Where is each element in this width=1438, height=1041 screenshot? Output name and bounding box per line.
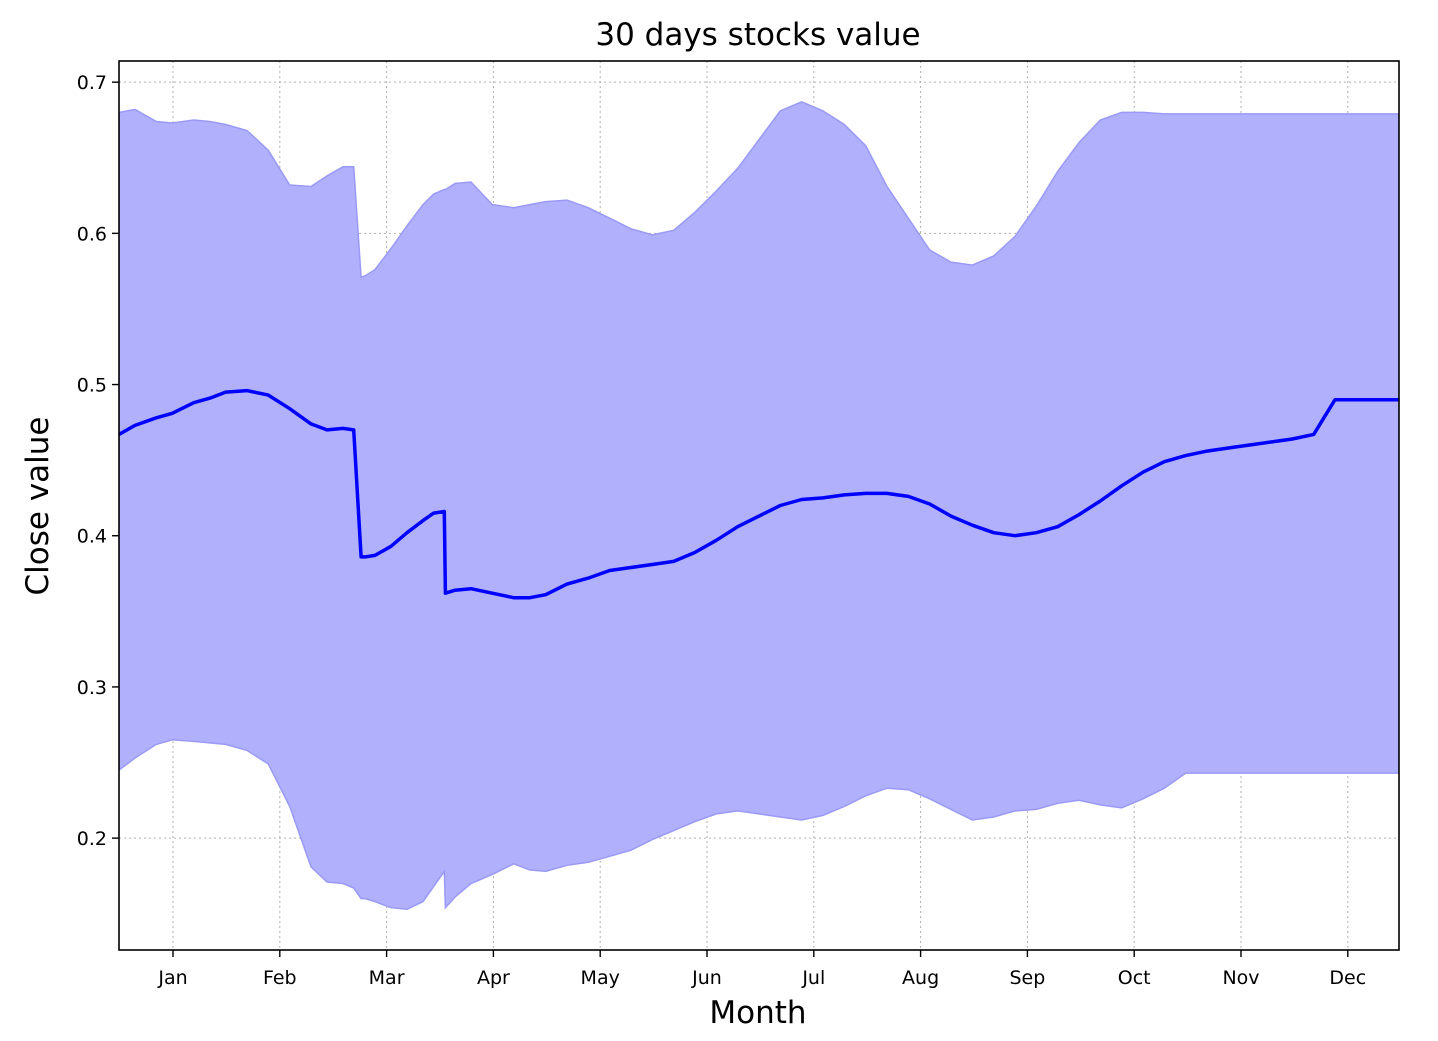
y-axis-label: Close value [20,417,56,596]
plot-frame [118,60,1400,951]
y-axis: 0.2 0.3 0.4 0.5 0.6 0.7 [77,72,119,850]
x-tick-label: Apr [477,967,510,989]
mean-series-line [119,388,1399,600]
mean-line [119,388,1399,600]
x-tick-label: Jan [157,967,187,989]
confidence-band [119,100,1399,910]
x-tick-label: Jul [801,967,825,989]
x-axis-label: Month [709,995,806,1031]
chart-title: 30 days stocks value [595,17,920,53]
x-tick-label: May [581,967,620,989]
x-tick-label: Dec [1329,967,1366,989]
y-tick-label: 0.5 [77,375,107,397]
y-tick-label: 0.4 [77,526,107,548]
x-tick-label: Jun [691,967,722,989]
y-tick-label: 0.7 [77,72,107,94]
x-tick-label: Nov [1222,967,1259,989]
y-tick-label: 0.2 [77,828,107,850]
x-tick-label: Feb [263,967,297,989]
y-tick-label: 0.3 [77,677,107,699]
y-tick-label: 0.6 [77,223,107,245]
x-tick-label: Aug [902,967,939,989]
band-area [119,100,1399,910]
x-tick-label: Mar [369,967,405,989]
x-tick-label: Oct [1118,967,1151,989]
x-axis: Jan Feb Mar Apr May Jun Jul Aug Sep Oct Nov Dec [157,950,1366,989]
x-tick-label: Sep [1009,967,1045,989]
